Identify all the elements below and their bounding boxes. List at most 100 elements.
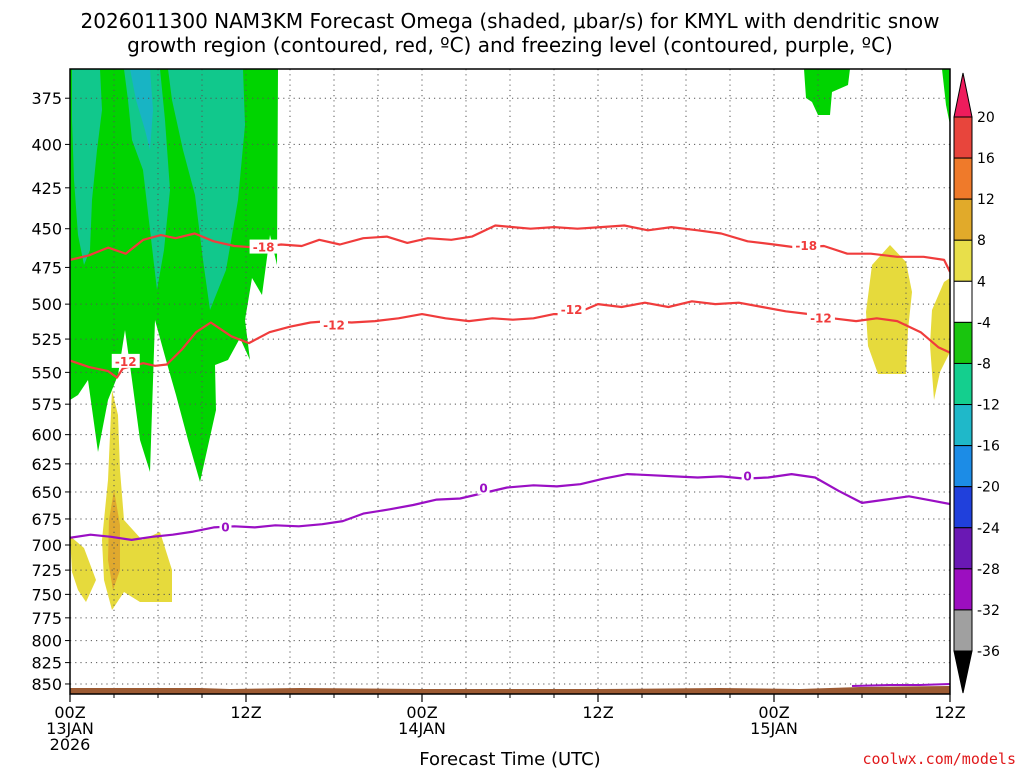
colorbar-segment	[953, 445, 973, 488]
y-tick-label: 400	[31, 135, 62, 154]
contour-label--18: -18	[795, 239, 817, 253]
y-tick-label: 500	[31, 295, 62, 314]
y-tick-label: 625	[31, 455, 62, 474]
y-tick-label: 525	[31, 330, 62, 349]
x-tick-label: 15JAN	[750, 719, 798, 738]
omega-region-pos8-left	[108, 490, 120, 590]
y-tick-label: 375	[31, 89, 62, 108]
y-tick-label: 450	[31, 220, 62, 239]
contour-label--12: -12	[810, 311, 832, 325]
colorbar-label: -20	[977, 480, 1000, 496]
y-tick-label: 750	[31, 585, 62, 604]
colorbar-top-arrow	[953, 72, 973, 118]
y-tick-label: 475	[31, 258, 62, 277]
contour-label-bg	[249, 239, 278, 254]
grid-lines	[70, 69, 950, 694]
colorbar-label: -28	[977, 562, 1000, 578]
y-tick-label: 800	[31, 632, 62, 651]
contour-line--12	[70, 300, 950, 379]
omega-region-neg12-left	[130, 69, 153, 150]
omega-shading	[70, 69, 950, 610]
colorbar-bottom-arrow	[953, 650, 973, 694]
omega-region-pos4-right-a	[866, 245, 912, 374]
contour-label--12: -12	[323, 318, 345, 332]
contour-labels: -18 -18 -12 -12 -12 -12 0 0 0	[111, 238, 835, 534]
contour-label--18: -18	[253, 241, 275, 255]
contour-label-0: 0	[479, 482, 487, 496]
contour-label--12: -12	[561, 303, 583, 317]
y-tick-label: 550	[31, 363, 62, 382]
colorbar-label: 8	[977, 233, 986, 249]
colorbar-segment	[953, 116, 973, 159]
x-tick-label: 13JAN	[46, 719, 94, 738]
contour-label-bg	[219, 519, 232, 534]
colorbar-segment	[953, 568, 973, 611]
y-tick-label: 675	[31, 510, 62, 529]
x-axis-title: Forecast Time (UTC)	[419, 749, 600, 768]
contour-label-bg	[806, 310, 835, 325]
colorbar-label: -12	[977, 398, 1000, 414]
contour-line-0	[70, 473, 950, 542]
colorbar-segment	[953, 609, 973, 652]
colorbar-label: -4	[977, 315, 991, 331]
credit-link[interactable]: coolwx.com/models	[862, 750, 1016, 768]
x-tick-label: 12Z	[230, 703, 261, 722]
colorbar-segment	[953, 239, 973, 282]
colorbar: 20 16 12 8 4 -4 -8 -12 -16 -20 -24 -28 -32 -36	[953, 72, 1000, 694]
freezing-level-surface-segment	[851, 683, 951, 687]
y-tick-label: 850	[31, 675, 62, 694]
colorbar-label: -8	[977, 356, 991, 372]
omega-region-pos4-left-a	[70, 536, 96, 602]
chart-title-line-1: 2026011300 NAM3KM Forecast Omega (shaded…	[81, 9, 940, 33]
colorbar-segment	[953, 280, 973, 323]
x-tick-label: 00Z	[54, 703, 85, 722]
x-tick-label: 14JAN	[398, 719, 446, 738]
colorbar-label: 20	[977, 110, 995, 126]
colorbar-label: 16	[977, 151, 995, 167]
y-tick-label: 825	[31, 654, 62, 673]
y-tick-label: 700	[31, 536, 62, 555]
colorbar-segment	[953, 527, 973, 570]
y-tick-label: 600	[31, 426, 62, 445]
y-tick-label: 575	[31, 395, 62, 414]
colorbar-label: 12	[977, 192, 995, 208]
x-tick-label: 12Z	[934, 703, 965, 722]
colorbar-segment	[953, 198, 973, 241]
chart-title-line-2: growth region (contoured, red, ºC) and f…	[127, 33, 893, 57]
omega-region-neg8-left-a	[72, 69, 102, 265]
colorbar-segment	[953, 486, 973, 529]
contour-label-bg	[557, 301, 586, 316]
y-tick-label: 725	[31, 561, 62, 580]
contour-label-bg	[111, 353, 140, 368]
x-tick-label: 12Z	[582, 703, 613, 722]
x-tick-label: 00Z	[758, 703, 789, 722]
y-axis: 375 400 425 450 475 500 525 550 575 600 625 650 675 7…	[31, 89, 70, 694]
contour-label-bg	[320, 317, 348, 332]
omega-region-neg4-edge	[942, 69, 950, 125]
omega-region-pos4-right-b	[930, 278, 950, 400]
colorbar-segment	[953, 404, 973, 447]
y-tick-label: 650	[31, 483, 62, 502]
colorbar-segment	[953, 321, 973, 364]
colorbar-segment	[953, 157, 973, 200]
contour-label-bg	[792, 238, 821, 253]
contour-label-bg	[741, 468, 754, 483]
x-tick-label: 2026	[50, 735, 91, 754]
y-tick-label: 425	[31, 179, 62, 198]
omega-region-neg8-left-c	[168, 69, 245, 310]
terrain-band	[70, 686, 950, 694]
contour-label-0: 0	[221, 520, 229, 534]
colorbar-label: -36	[977, 644, 1000, 660]
contour-label--12: -12	[115, 355, 137, 369]
colorbar-segment	[953, 362, 973, 406]
colorbar-label: 4	[977, 274, 986, 290]
contour-label-0: 0	[743, 469, 751, 483]
x-tick-label: 00Z	[406, 703, 437, 722]
omega-region-neg4-right	[804, 69, 850, 115]
colorbar-label: -16	[977, 439, 1000, 455]
colorbar-label: -24	[977, 521, 1000, 537]
y-tick-label: 775	[31, 609, 62, 628]
contour-label-bg	[477, 480, 490, 495]
